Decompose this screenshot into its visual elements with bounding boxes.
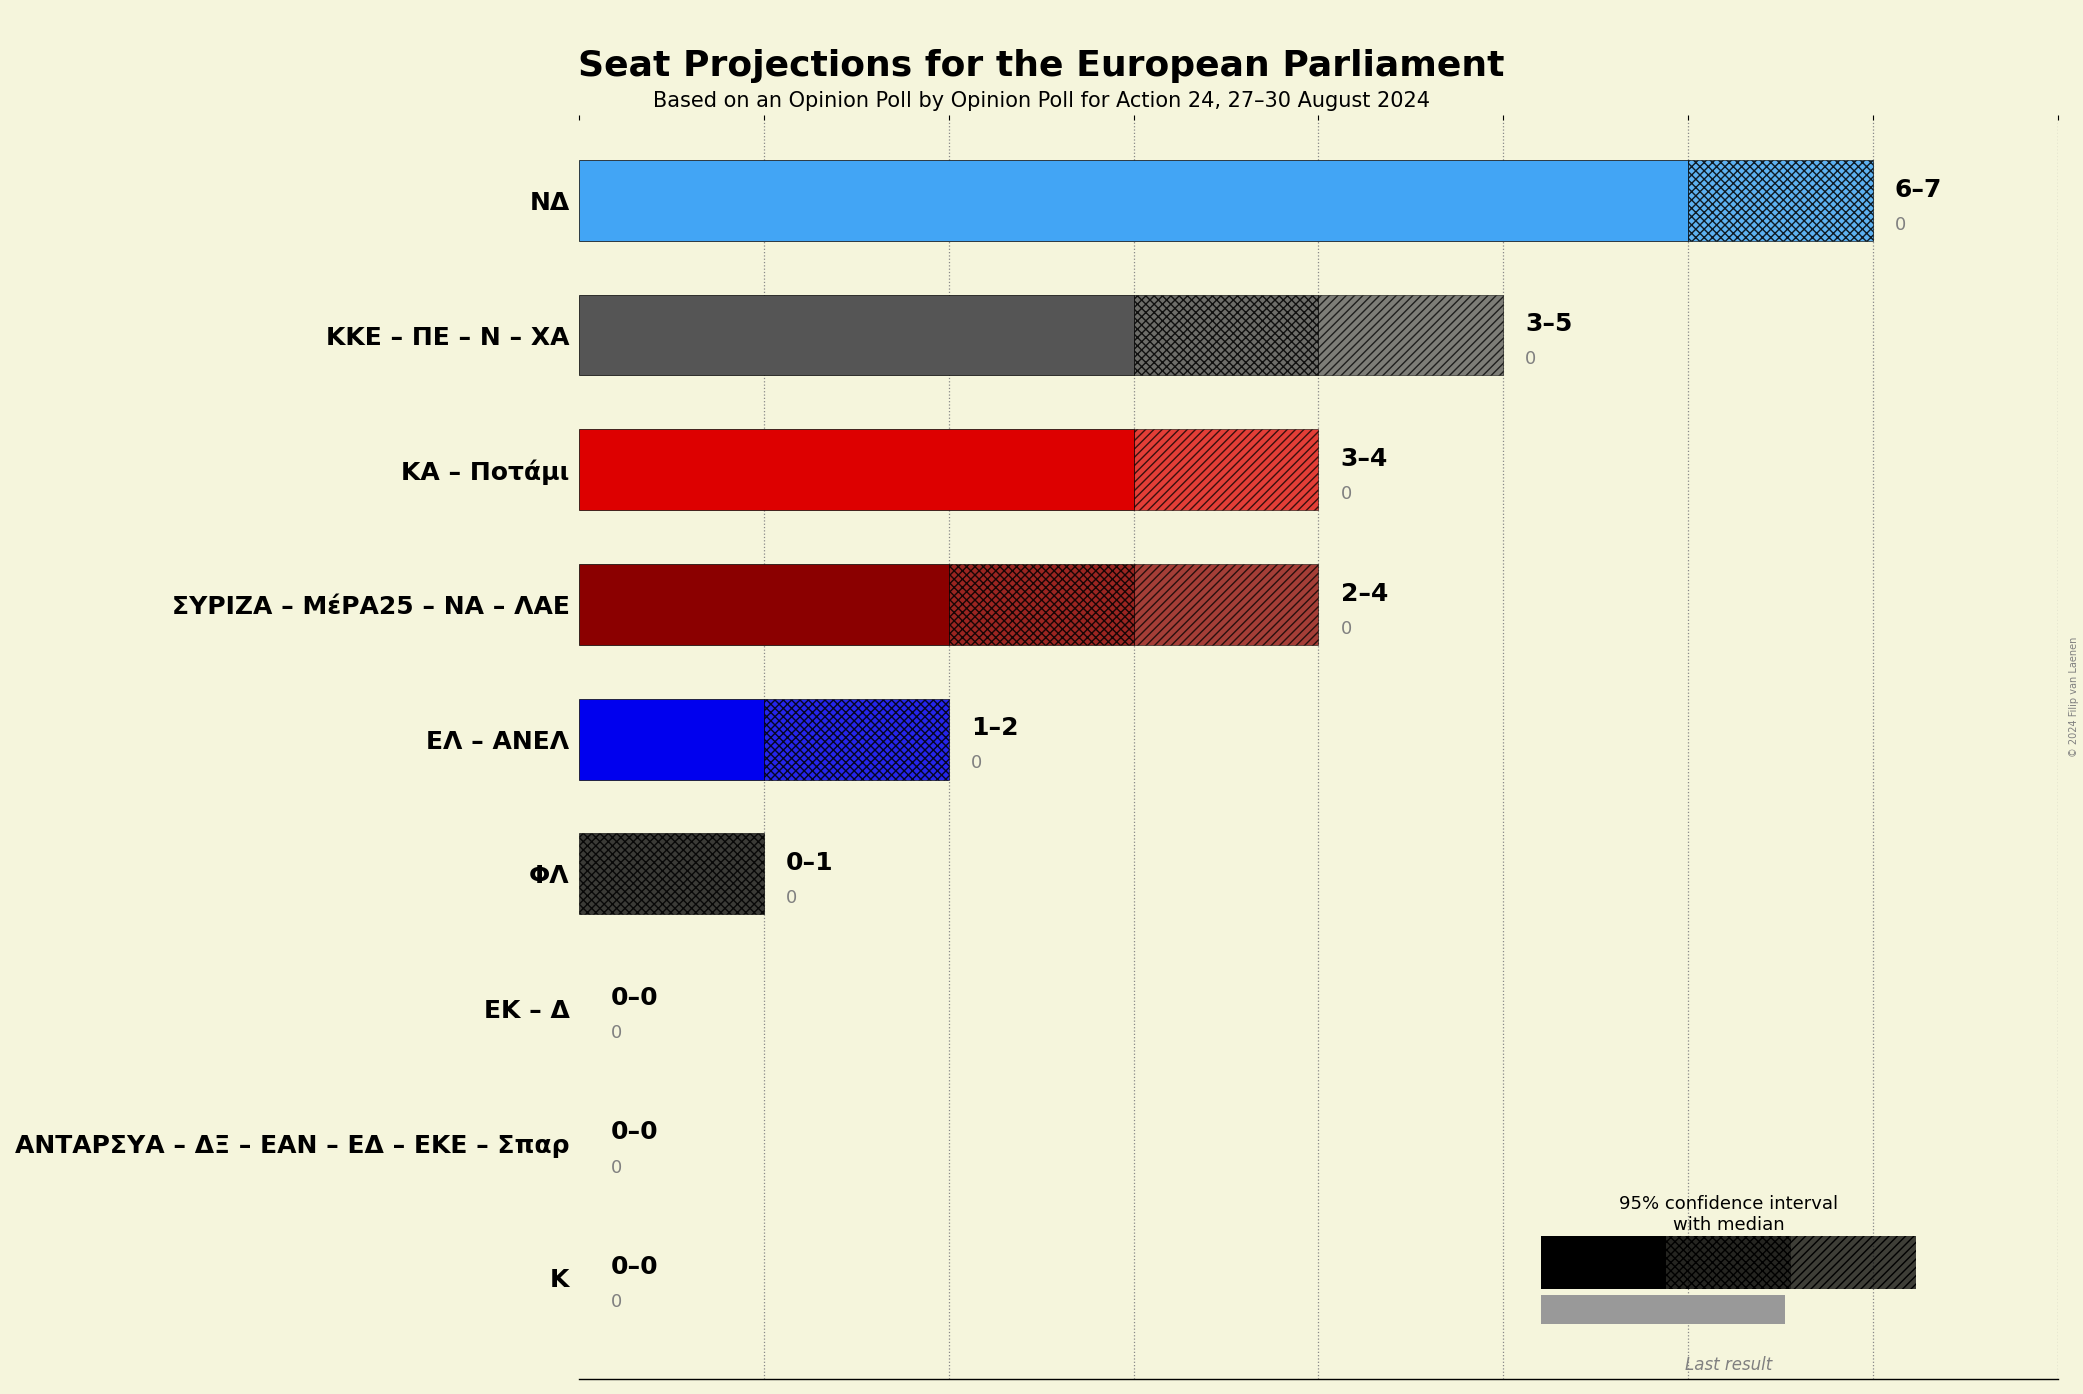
Bar bbox=[1541, 1236, 1666, 1289]
Text: 0: 0 bbox=[610, 1158, 623, 1177]
Text: 0: 0 bbox=[785, 889, 798, 907]
Text: 0: 0 bbox=[971, 754, 983, 772]
Text: 0–0: 0–0 bbox=[610, 1121, 658, 1144]
Text: 0: 0 bbox=[610, 1023, 623, 1041]
Text: 0–0: 0–0 bbox=[610, 986, 658, 1009]
Bar bbox=[579, 160, 1687, 241]
Bar bbox=[579, 429, 1133, 510]
Text: 0: 0 bbox=[1896, 216, 1906, 234]
Bar bbox=[1666, 1236, 1791, 1289]
Text: Seat Projections for the European Parliament: Seat Projections for the European Parlia… bbox=[579, 49, 1504, 82]
Text: 1–2: 1–2 bbox=[971, 717, 1019, 740]
Bar bbox=[579, 565, 950, 645]
Text: 95% confidence interval
with median: 95% confidence interval with median bbox=[1618, 1195, 1839, 1234]
Bar bbox=[950, 565, 1133, 645]
Text: 0: 0 bbox=[1525, 350, 1537, 368]
Bar bbox=[579, 698, 764, 779]
Text: 3–5: 3–5 bbox=[1525, 312, 1573, 336]
Bar bbox=[579, 294, 1133, 375]
Bar bbox=[1791, 1236, 1916, 1289]
Text: 3–4: 3–4 bbox=[1341, 447, 1387, 471]
Text: Last result: Last result bbox=[1685, 1356, 1773, 1374]
Text: © 2024 Filip van Laenen: © 2024 Filip van Laenen bbox=[2068, 637, 2079, 757]
Bar bbox=[1687, 160, 1873, 241]
Bar bbox=[579, 834, 764, 914]
Bar bbox=[1133, 294, 1319, 375]
Text: 2–4: 2–4 bbox=[1341, 581, 1387, 606]
Bar bbox=[1133, 565, 1319, 645]
Bar bbox=[1319, 294, 1504, 375]
Text: 0: 0 bbox=[1341, 620, 1352, 637]
Text: 0–0: 0–0 bbox=[610, 1255, 658, 1280]
Bar bbox=[764, 698, 950, 779]
Text: 0: 0 bbox=[1341, 485, 1352, 503]
Text: Based on an Opinion Poll by Opinion Poll for Action 24, 27–30 August 2024: Based on an Opinion Poll by Opinion Poll… bbox=[652, 91, 1431, 110]
Text: 6–7: 6–7 bbox=[1896, 177, 1941, 202]
Text: 0: 0 bbox=[610, 1294, 623, 1312]
Text: 0–1: 0–1 bbox=[785, 852, 833, 875]
Bar bbox=[1133, 429, 1319, 510]
